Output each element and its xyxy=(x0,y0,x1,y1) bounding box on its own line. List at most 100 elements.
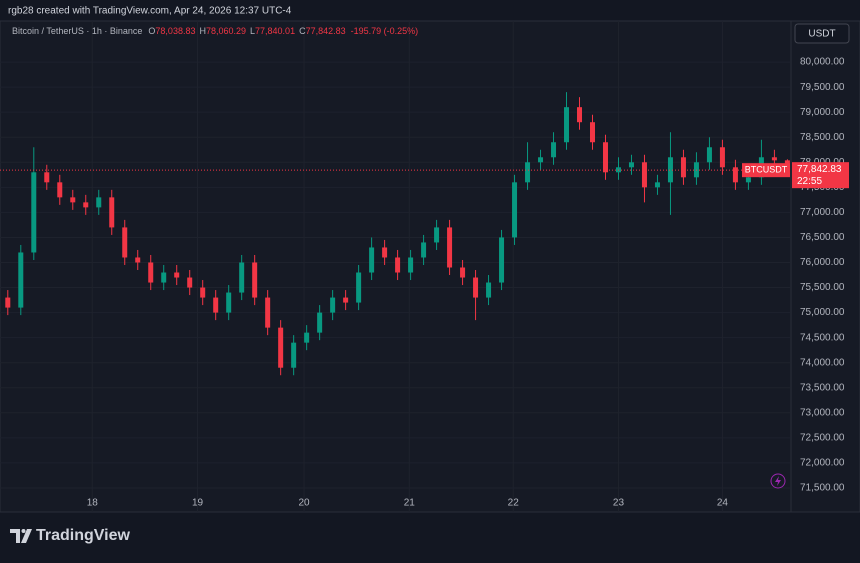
y-tick-label: 71,500.00 xyxy=(800,483,845,494)
candle-body xyxy=(304,332,310,343)
legend: Bitcoin / TetherUS · 1h · Binance O78,038… xyxy=(12,26,418,36)
candle-body xyxy=(5,297,11,308)
candle-body xyxy=(278,327,284,368)
logo-mark xyxy=(10,529,20,543)
candle-body xyxy=(291,342,297,368)
candle-body xyxy=(447,227,453,268)
candle-body xyxy=(369,247,375,273)
candle-body xyxy=(421,242,427,258)
ohlc-key: O xyxy=(148,26,155,36)
x-tick-label: 20 xyxy=(298,498,310,509)
y-tick-label: 73,500.00 xyxy=(800,382,845,393)
candle-body xyxy=(590,122,595,143)
candle-body xyxy=(330,297,336,313)
ohlc-key: H xyxy=(199,26,206,36)
currency-label: USDT xyxy=(808,29,835,40)
candle-body xyxy=(343,297,349,303)
header-text: rgb28 created with TradingView.com, Apr … xyxy=(8,6,292,17)
candle-body xyxy=(473,277,479,298)
candle-body xyxy=(213,297,219,313)
y-tick-label: 76,500.00 xyxy=(800,232,845,243)
y-tick-label: 73,000.00 xyxy=(800,407,845,418)
y-tick-label: 74,000.00 xyxy=(800,357,845,368)
logo xyxy=(10,529,32,543)
ohlc-value: 77,842.83 xyxy=(306,26,346,36)
candle-body xyxy=(200,287,206,298)
x-tick-label: 24 xyxy=(717,498,729,509)
x-tick-label: 23 xyxy=(613,498,625,509)
candle-body xyxy=(122,227,128,258)
logo-dot xyxy=(21,529,26,533)
candle-body xyxy=(577,107,583,123)
candle-body xyxy=(44,172,50,183)
candle-body xyxy=(499,237,505,283)
candle-body xyxy=(680,157,686,178)
y-tick-label: 72,500.00 xyxy=(800,432,845,443)
symbol: Bitcoin / TetherUS · 1h · Binance xyxy=(12,26,142,36)
candle-body xyxy=(551,142,557,158)
candle-body xyxy=(18,252,24,308)
change: -195.79 (-0.25%) xyxy=(351,26,419,36)
candle-body xyxy=(486,282,492,298)
candle-body xyxy=(70,197,76,203)
ohlc-value: 78,060.29 xyxy=(206,26,246,36)
y-tick-label: 75,500.00 xyxy=(800,282,845,293)
x-tick-label: 18 xyxy=(87,498,99,509)
alert-icon-bolt xyxy=(775,476,781,486)
y-tick-label: 78,500.00 xyxy=(800,132,845,143)
candle-body xyxy=(239,262,245,293)
candle-body xyxy=(719,147,725,168)
candle-body xyxy=(641,162,647,188)
x-tick-label: 21 xyxy=(404,498,416,509)
y-tick-label: 72,000.00 xyxy=(800,458,845,469)
candle-body xyxy=(628,162,634,168)
candle-body xyxy=(771,157,777,161)
candle-body xyxy=(57,182,63,198)
brand: TradingView xyxy=(36,527,131,544)
candle-body xyxy=(161,272,167,283)
chart-pane xyxy=(0,20,860,513)
candle-body xyxy=(135,257,141,263)
y-tick-label: 79,000.00 xyxy=(800,107,845,118)
y-tick-label: 79,500.00 xyxy=(800,82,845,93)
logo-slash xyxy=(21,529,32,543)
candle-body xyxy=(525,162,531,183)
candle-body xyxy=(512,182,518,238)
candle-body xyxy=(395,257,401,273)
candle-body xyxy=(187,277,193,288)
candle-body xyxy=(460,267,466,278)
symbol-tag xyxy=(742,163,790,178)
plot xyxy=(0,21,790,512)
price-tag-label: 77,842.83 xyxy=(797,164,842,175)
alert-icon[interactable] xyxy=(770,473,786,489)
candle-body xyxy=(148,262,154,283)
candle-body xyxy=(109,197,115,228)
y-tick-label: 75,000.00 xyxy=(800,307,845,318)
price-tag xyxy=(792,162,849,189)
candle-body xyxy=(83,202,89,208)
candle-body xyxy=(226,292,232,313)
y-tick-label: 77,000.00 xyxy=(800,207,845,218)
candle-body xyxy=(408,257,414,273)
candle-body xyxy=(31,172,37,253)
ohlc-value: 77,840.01 xyxy=(255,26,295,36)
y-tick-label: 76,000.00 xyxy=(800,257,845,268)
price-tag-countdown: 22:55 xyxy=(797,176,822,187)
x-tick-label: 22 xyxy=(508,498,520,509)
candle-body xyxy=(602,142,608,173)
candle-body xyxy=(317,312,323,333)
candle-body xyxy=(434,227,440,243)
candle-body xyxy=(564,107,570,143)
candle-body xyxy=(706,147,712,163)
symbol-tag-label: BTCUSDT xyxy=(745,165,788,175)
candle-body xyxy=(732,167,738,183)
candle-body xyxy=(96,197,102,208)
ohlc-value: 78,038.83 xyxy=(155,26,195,36)
y-tick-label: 74,500.00 xyxy=(800,332,845,343)
x-tick-label: 19 xyxy=(192,498,204,509)
candle-body xyxy=(356,272,362,303)
candle-body xyxy=(667,157,673,183)
candle-body xyxy=(745,177,751,183)
currency-button[interactable] xyxy=(794,23,850,44)
ohlc-key: L xyxy=(250,26,255,36)
